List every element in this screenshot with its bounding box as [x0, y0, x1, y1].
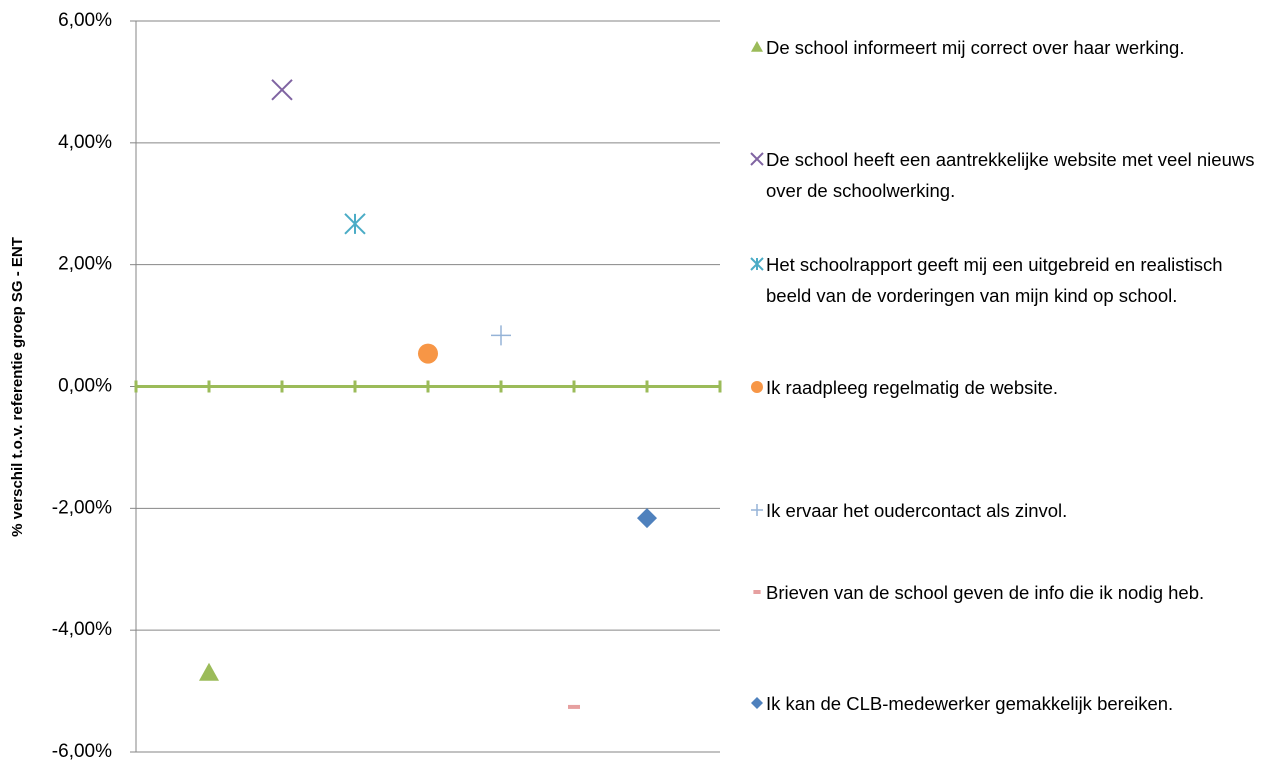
data-point: [199, 662, 219, 681]
legend-marker: [751, 504, 763, 516]
legend-marker: [753, 590, 761, 594]
legend-marker: [750, 257, 764, 271]
y-tick-label: 2,00%: [58, 254, 112, 275]
data-point: [418, 343, 438, 364]
legend-marker: [751, 41, 763, 52]
legend-label: De school informeert mij correct over ha…: [766, 37, 1185, 58]
legend-label: Ik ervaar het oudercontact als zinvol.: [766, 500, 1068, 521]
y-axis-title: % verschil t.o.v. referentie groep SG - …: [9, 237, 26, 537]
y-tick-label: 0,00%: [58, 376, 112, 397]
data-point: [568, 704, 580, 709]
legend-label: Ik raadpleeg regelmatig de website.: [766, 377, 1059, 398]
y-tick-label: 4,00%: [58, 132, 112, 153]
legend-label: Het schoolrapport geeft mij een uitgebre…: [766, 254, 1223, 306]
y-tick-label: -2,00%: [52, 497, 112, 518]
legend-marker: [751, 381, 763, 393]
data-point: [344, 213, 366, 235]
data-point: [271, 79, 293, 101]
y-tick-label: -6,00%: [52, 741, 112, 762]
y-tick-label: 6,00%: [58, 10, 112, 31]
legend-marker: [750, 152, 764, 166]
legend-label: Ik kan de CLB-medewerker gemakkelijk ber…: [766, 693, 1174, 714]
legend-label: De school heeft een aantrekkelijke websi…: [766, 149, 1255, 201]
legend-label: Brieven van de school geven de info die …: [766, 582, 1205, 603]
data-point: [637, 508, 657, 529]
legend-marker: [751, 697, 763, 709]
y-tick-label: -4,00%: [52, 619, 112, 640]
data-point: [491, 325, 511, 346]
